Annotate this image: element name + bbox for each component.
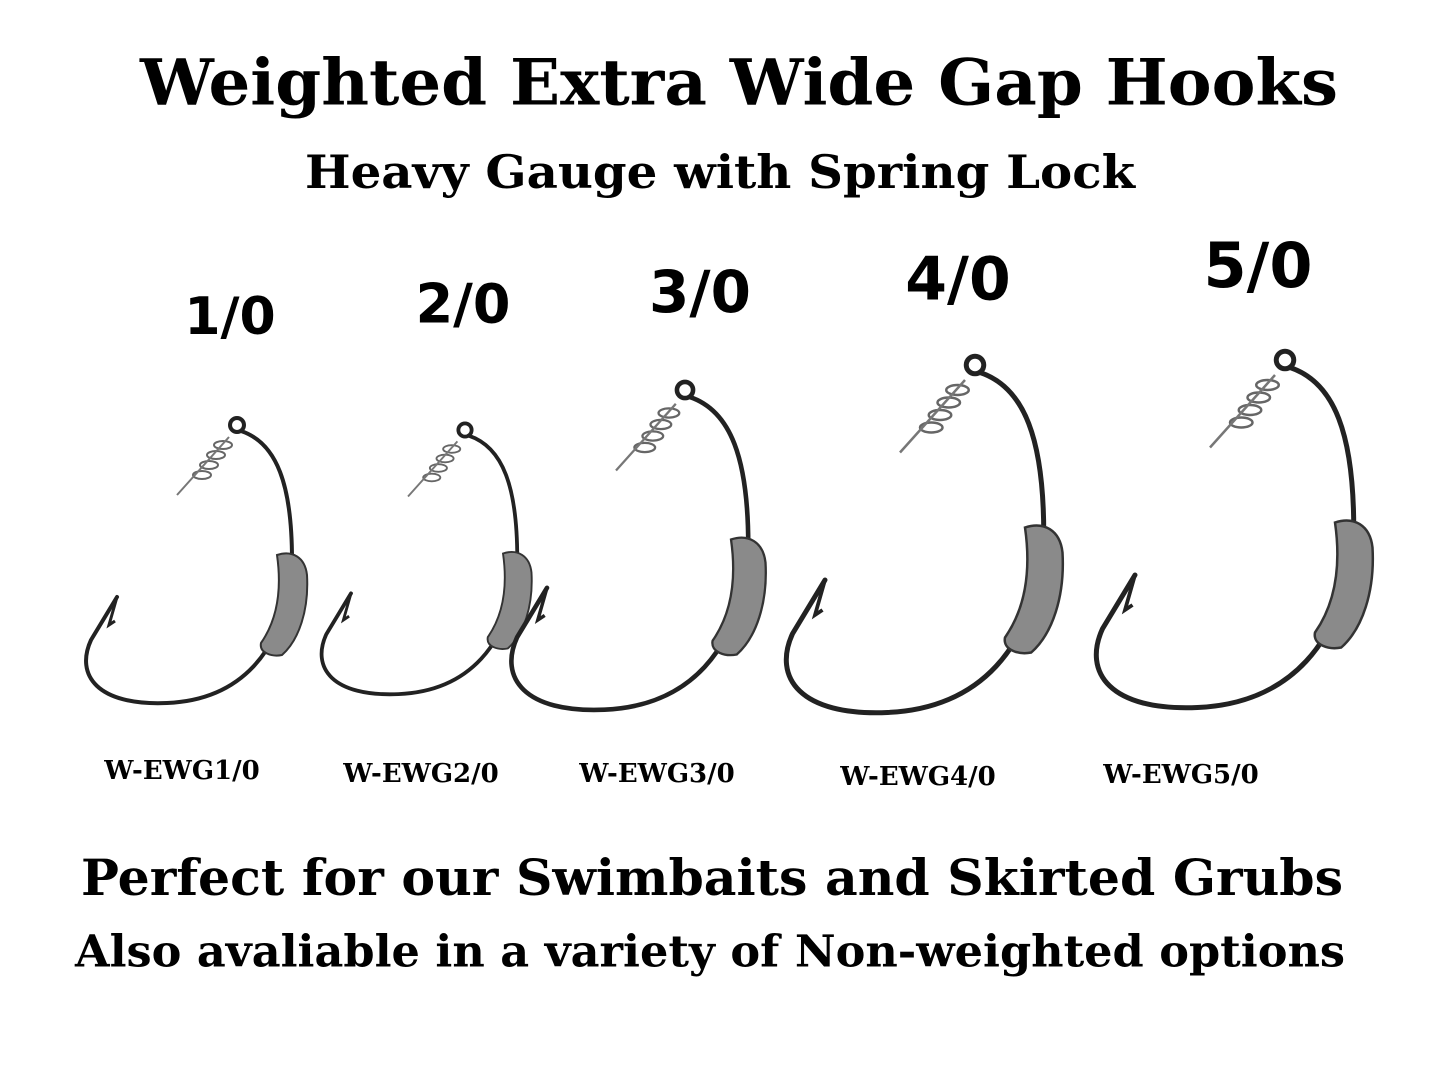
spring-pin	[176, 436, 230, 496]
spring-coil	[1228, 416, 1254, 429]
spring-coil	[633, 441, 657, 454]
spring-pin	[407, 440, 459, 498]
hook	[783, 353, 1065, 716]
hook-code: W-EWG5/0	[1102, 760, 1258, 790]
hook-barb	[106, 596, 119, 629]
hook	[84, 416, 309, 706]
spring-coil	[213, 440, 233, 450]
title: Weighted Extra Wide Gap Hooks	[139, 46, 1338, 121]
hook-code: W-EWG1/0	[103, 756, 259, 786]
hook-weight	[259, 552, 309, 657]
hook-size: 4/0	[905, 245, 1010, 315]
hook-weight	[711, 536, 767, 657]
subtitle: Heavy Gauge with Spring Lock	[305, 145, 1136, 199]
spring-coil	[442, 444, 462, 454]
hook-wire	[1093, 365, 1357, 711]
spring-pin	[615, 403, 677, 472]
hook-weight	[486, 551, 533, 650]
hook-barb	[340, 593, 353, 624]
hook-eye	[1273, 348, 1297, 372]
hook-eye	[674, 379, 696, 401]
spring-coil	[428, 463, 448, 473]
hook-barb	[811, 579, 827, 620]
spring-coil	[918, 421, 944, 434]
hook	[509, 379, 767, 713]
spring-coil	[1237, 403, 1263, 417]
hook-weight	[1003, 524, 1065, 655]
hook-size: 3/0	[649, 258, 751, 326]
hook-barb	[1121, 574, 1137, 615]
spring-coil	[641, 430, 665, 442]
hook-wire	[783, 370, 1047, 716]
spring-coil	[192, 470, 212, 480]
hook-barb	[534, 587, 549, 625]
hook	[1093, 348, 1375, 711]
spring-coil	[945, 383, 970, 397]
spring-coil	[199, 460, 219, 470]
hook-wire	[319, 433, 520, 697]
spring-coil	[1255, 378, 1280, 392]
hook	[319, 421, 533, 697]
hook-wire	[509, 394, 751, 713]
spring-pin	[1209, 374, 1276, 449]
hook-eye	[963, 353, 987, 377]
hook-weight	[1313, 519, 1375, 650]
hook-eye	[456, 421, 474, 439]
spring-coil	[927, 408, 953, 422]
spring-coil	[657, 407, 681, 419]
spring-coil	[422, 472, 442, 483]
spring-pin	[899, 379, 966, 454]
hook-code: W-EWG3/0	[578, 759, 734, 789]
footer-line: Also avaliable in a variety of Non-weigh…	[74, 927, 1345, 978]
hook-code: W-EWG4/0	[839, 762, 995, 792]
hook-size: 5/0	[1204, 229, 1313, 302]
hook-size: 1/0	[184, 287, 275, 347]
hook-code: W-EWG2/0	[342, 759, 498, 789]
hook-wire	[84, 429, 295, 706]
hooks	[84, 348, 1375, 716]
hook-size: 2/0	[416, 273, 511, 336]
hook-eye	[228, 416, 246, 434]
footer-line: Perfect for our Swimbaits and Skirted Gr…	[81, 848, 1343, 907]
